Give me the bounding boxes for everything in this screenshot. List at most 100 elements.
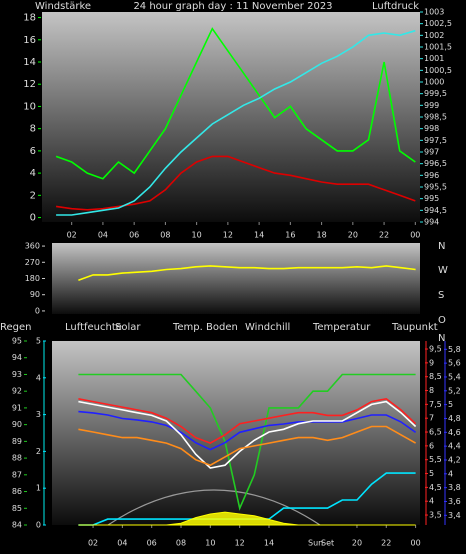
y-tick-label: 94 [12, 353, 22, 362]
legend-label: Windchill [245, 322, 290, 333]
y-tick-label: 5,6 [448, 359, 461, 368]
panel-temperature [52, 341, 420, 525]
chart-title: 24 hour graph day : 11 November 2023 [133, 1, 332, 12]
annotation: Sun [308, 539, 323, 548]
y-tick-label: 999,5 [424, 89, 447, 98]
x-tick-label: 18 [317, 231, 327, 240]
y-tick-label: 0 [35, 306, 40, 315]
y-tick-label: 994 [424, 218, 439, 227]
y-tick-label: 998 [424, 124, 439, 133]
series-line [78, 397, 417, 444]
y-tick-label: 1002 [424, 31, 444, 40]
panel-wind [42, 12, 420, 222]
y-tick-label: 4,6 [448, 428, 461, 437]
x-tick-label: 04 [117, 539, 127, 548]
series-line [78, 400, 417, 469]
y-tick-label: 1 [36, 484, 41, 493]
y-tick-label: 0 [36, 521, 41, 530]
x-tick-label: 20 [352, 539, 362, 548]
y-tick-label: 4,8 [448, 414, 461, 423]
sun-arc [107, 489, 321, 526]
y-tick-label: 0 [30, 213, 36, 224]
x-tick-label: 08 [160, 231, 170, 240]
series-area [78, 511, 416, 526]
y-tick-label: 1002,5 [424, 19, 452, 28]
y-tick-label: 95 [12, 337, 22, 346]
y-tick-label: 5 [448, 400, 453, 409]
y-tick-label: 5 [36, 337, 41, 346]
y-tick-label: 91 [12, 403, 22, 412]
y-tick-label: 93 [12, 370, 22, 379]
compass-label: N [438, 241, 445, 252]
y-tick-label: 3,5 [429, 511, 442, 520]
y-tick-label: 8 [30, 124, 36, 135]
y-tick-label: 3,4 [448, 511, 461, 520]
legend-label: Luftdruck [372, 1, 419, 12]
y-tick-label: 7 [429, 414, 434, 423]
compass-label: O [438, 315, 446, 326]
y-tick-label: 1001,5 [424, 43, 452, 52]
y-tick-label: 4,2 [448, 455, 461, 464]
y-tick-label: 995 [424, 194, 439, 203]
series-line [78, 410, 417, 451]
x-tick-label: 10 [192, 231, 202, 240]
y-tick-label: 4,5 [429, 483, 442, 492]
y-tick-label: 5 [429, 469, 434, 478]
series-line [78, 425, 416, 467]
y-tick-label: 5,8 [448, 345, 461, 354]
x-tick-label: 08 [176, 539, 186, 548]
x-tick-label: 22 [379, 231, 389, 240]
x-tick-label: 06 [129, 231, 139, 240]
y-tick-label: 88 [12, 454, 22, 463]
legend-label: Temp. Boden [172, 322, 238, 333]
legend-label: Solar [115, 322, 141, 333]
y-tick-label: 4 [30, 168, 36, 179]
x-tick-label: 22 [381, 539, 391, 548]
panel-direction [52, 243, 420, 314]
y-tick-label: 12 [23, 79, 36, 90]
series-line [55, 155, 416, 211]
x-tick-label: 12 [223, 231, 233, 240]
y-tick-label: 996,5 [424, 159, 447, 168]
y-tick-label: 995,5 [424, 183, 447, 192]
y-tick-label: 4 [448, 469, 453, 478]
y-tick-label: 1003 [424, 8, 444, 17]
legend-label: Temperatur [312, 322, 371, 333]
y-tick-label: 2 [36, 447, 41, 456]
legend-label: Luftfeuchte [65, 322, 122, 333]
y-tick-label: 1000 [424, 78, 444, 87]
x-tick-label: 14 [264, 539, 274, 548]
series-line [55, 27, 416, 180]
y-tick-label: 6 [30, 146, 36, 157]
x-tick-label: 04 [98, 231, 108, 240]
y-tick-label: 8,5 [429, 372, 442, 381]
y-tick-label: 5,2 [448, 386, 461, 395]
y-tick-label: 4 [429, 497, 434, 506]
y-tick-label: 87 [12, 470, 22, 479]
y-tick-label: 18 [23, 13, 36, 24]
y-tick-label: 180 [25, 274, 40, 283]
y-tick-label: 16 [23, 35, 36, 46]
y-tick-label: 7,5 [429, 400, 442, 409]
y-tick-label: 6,5 [429, 428, 442, 437]
y-tick-label: 90 [12, 420, 22, 429]
series-line [56, 29, 416, 216]
y-tick-label: 92 [12, 387, 22, 396]
legend-label: Regen [0, 322, 32, 333]
legend-label: Taupunkt [391, 322, 438, 333]
y-tick-label: 5,4 [448, 372, 461, 381]
x-tick-label: 02 [67, 231, 77, 240]
legend-label: Windstärke [35, 1, 91, 12]
x-tick-label: 02 [88, 539, 98, 548]
annotation: Set [321, 539, 334, 548]
y-tick-label: 8 [429, 386, 434, 395]
compass-label: S [438, 290, 444, 301]
y-tick-label: 360 [25, 242, 40, 251]
series-line [78, 373, 416, 511]
y-tick-label: 4 [36, 373, 41, 382]
y-tick-label: 3,8 [448, 483, 461, 492]
y-tick-label: 86 [12, 487, 22, 496]
y-tick-label: 998,5 [424, 113, 447, 122]
y-tick-label: 270 [25, 258, 40, 267]
